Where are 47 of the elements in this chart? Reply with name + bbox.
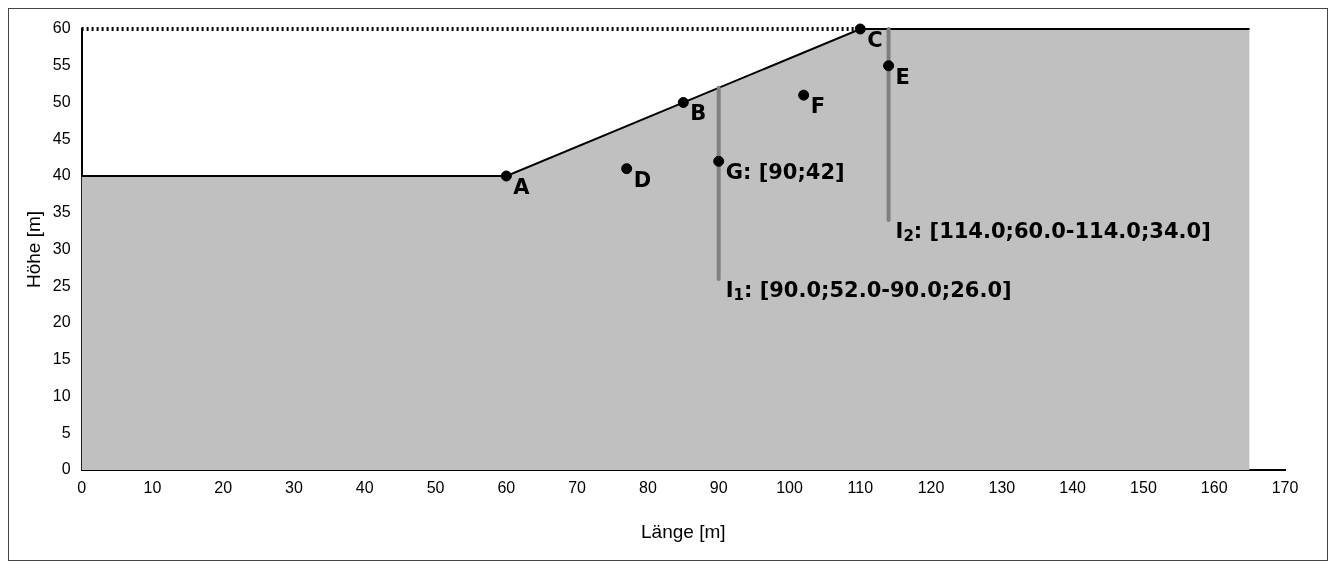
point — [677, 97, 689, 108]
x-tick-label: 90 — [709, 479, 728, 497]
y-tick-label: 30 — [52, 239, 71, 257]
x-tick-label: 80 — [639, 479, 657, 497]
x-tick-label: 120 — [917, 479, 945, 497]
x-tick-label: 130 — [988, 479, 1016, 497]
x-tick-label: 70 — [568, 479, 587, 497]
y-tick-label: 50 — [52, 92, 71, 110]
x-tick-label: 50 — [426, 479, 445, 497]
y-tick-label: 10 — [52, 386, 71, 404]
annotation: G: [90;42] — [725, 160, 845, 185]
annotation: D — [633, 167, 652, 192]
y-tick-label: 15 — [52, 350, 71, 368]
y-tick-label: 0 — [61, 460, 71, 478]
x-tick-label: 110 — [847, 479, 874, 497]
x-tick-label: 60 — [497, 479, 516, 497]
x-tick-label: 0 — [77, 479, 87, 497]
y-tick-label: 45 — [52, 129, 71, 147]
point — [500, 170, 512, 182]
annotation: C — [867, 27, 883, 52]
x-tick-label: 30 — [285, 479, 303, 497]
x-tick-label: 170 — [1271, 479, 1299, 497]
y-tick-label: 25 — [52, 276, 71, 294]
x-axis-title: Länge [m] — [641, 520, 726, 542]
y-tick-label: 40 — [52, 166, 71, 184]
y-axis-title: Höhe [m] — [22, 210, 44, 289]
x-tick-label: 160 — [1200, 479, 1228, 497]
annotation: F — [810, 94, 825, 119]
x-tick-label: 100 — [776, 479, 803, 497]
point — [854, 23, 866, 35]
y-tick-label: 35 — [52, 203, 71, 221]
y-tick-label: 60 — [52, 19, 71, 37]
x-tick-label: 10 — [143, 479, 162, 497]
point — [883, 60, 895, 72]
point — [713, 155, 725, 167]
annotation: E — [895, 64, 910, 89]
point — [621, 163, 633, 175]
y-tick-label: 5 — [61, 423, 71, 441]
point — [798, 89, 810, 101]
annotation: B — [690, 101, 707, 126]
y-tick-label: 55 — [52, 56, 71, 74]
x-tick-label: 40 — [355, 479, 374, 497]
y-tick-label: 20 — [52, 313, 71, 331]
x-tick-label: 20 — [214, 479, 233, 497]
x-tick-label: 140 — [1059, 479, 1087, 497]
annotation: A — [513, 174, 531, 199]
x-tick-label: 150 — [1130, 479, 1157, 497]
